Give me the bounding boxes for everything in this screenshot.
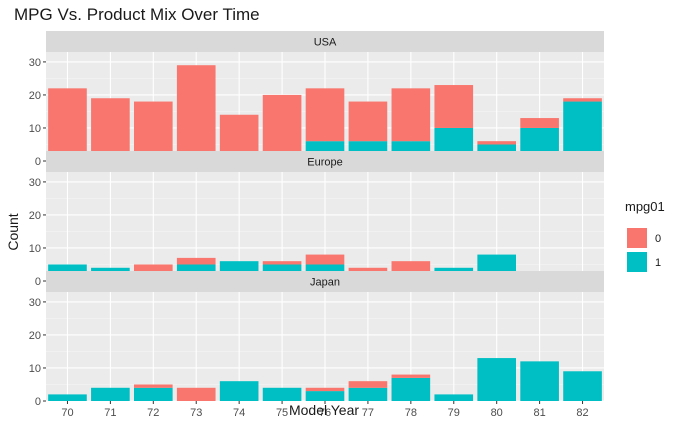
y-tick-label: 0 [35,276,41,288]
y-tick-label: 20 [29,90,41,102]
bar-usa-70-mpg01-0 [48,88,87,161]
bar-usa-75-mpg01-0 [262,94,302,155]
bar-japan-70-mpg01-1 [48,394,87,401]
bar-japan-80-mpg01-1 [477,358,517,401]
bar-usa-81-mpg01-0 [520,118,559,128]
y-tick-label: 30 [29,177,41,189]
y-tick-label: 0 [35,396,41,408]
bar-japan-77-mpg01-0 [348,381,388,388]
bar-japan-71-mpg01-1 [91,387,130,401]
x-tick-label: 70 [61,407,73,419]
x-tick-label: 79 [448,407,460,419]
y-tick-label: 10 [29,363,41,375]
bar-usa-71-mpg01-0 [91,98,130,152]
facet-usa: USA 0 10 20 30 [29,31,604,168]
x-tick-label: 72 [147,407,159,419]
y-tick-label: 0 [35,156,41,168]
facet-strip-label: Europe [307,157,342,169]
bar-europe-77-mpg01-0 [348,267,388,272]
bar-japan-81-mpg01-1 [520,361,559,401]
bar-usa-79-mpg01-0 [434,85,474,128]
y-tick-label: 20 [29,330,41,342]
bar-usa-73-mpg01-0 [176,65,216,158]
facet-panels: USA 0 10 20 30 Europe 0 10 20 30 Japan 0 10 20 30 [29,31,604,408]
facet-strip-label: Japan [310,277,340,289]
legend-label-0: 0 [655,233,661,245]
bar-japan-73-mpg01-0 [176,387,216,401]
x-tick-label: 73 [190,407,202,419]
facet-strip [46,151,604,172]
bar-europe-72-mpg01-0 [133,264,173,275]
bar-europe-73-mpg01-0 [176,257,216,265]
bar-usa-74-mpg01-0 [219,114,259,152]
x-axis-title: Model Year [289,402,359,418]
bar-japan-75-mpg01-1 [262,387,302,401]
legend-label-1: 1 [655,257,661,269]
y-axis-title: Count [5,213,21,250]
bar-japan-72-mpg01-1 [133,387,173,401]
facet-strip-label: USA [314,37,337,49]
x-tick-label: 77 [362,407,374,419]
bar-europe-76-mpg01-0 [305,254,345,265]
facet-strip [46,31,604,52]
y-tick-label: 20 [29,210,41,222]
x-tick-label: 80 [491,407,503,419]
legend-key-0 [627,228,647,248]
bar-usa-77-mpg01-0 [348,101,388,142]
bar-usa-80-mpg01-0 [477,141,517,145]
x-tick-label: 76 [319,407,331,419]
bar-japan-74-mpg01-1 [219,381,259,401]
bar-usa-76-mpg01-0 [305,88,345,142]
x-tick-label: 82 [576,407,588,419]
bar-japan-77-mpg01-1 [348,387,388,401]
bar-japan-78-mpg01-0 [391,374,431,378]
bar-japan-79-mpg01-1 [434,394,474,401]
bar-europe-75-mpg01-0 [262,261,302,265]
chart-title: MPG Vs. Product Mix Over Time [14,5,260,24]
x-tick-label: 71 [104,407,116,419]
bar-japan-76-mpg01-1 [305,391,345,401]
bar-japan-82-mpg01-1 [563,371,602,401]
legend: mpg01 0 1 [625,199,665,272]
facet-strip [46,271,604,292]
facet-europe: Europe 0 10 20 30 [29,151,604,288]
x-axis: 70 71 72 73 74 75 76 77 78 79 80 81 82 [61,401,589,419]
bar-usa-82-mpg01-0 [563,98,602,102]
legend-title: mpg01 [625,199,665,214]
bar-japan-78-mpg01-1 [391,377,431,401]
y-tick-label: 30 [29,57,41,69]
x-tick-label: 75 [276,407,288,419]
x-tick-label: 78 [405,407,417,419]
legend-key-1 [627,252,647,272]
bar-japan-72-mpg01-0 [133,384,173,388]
bar-usa-78-mpg01-0 [391,88,431,142]
bar-japan-76-mpg01-0 [305,387,345,392]
bar-usa-72-mpg01-0 [133,101,173,155]
y-tick-label: 30 [29,297,41,309]
y-tick-label: 10 [29,243,41,255]
x-tick-label: 74 [233,407,245,419]
y-tick-label: 10 [29,123,41,135]
x-tick-label: 81 [533,407,545,419]
facet-japan: Japan 0 10 20 30 [29,271,604,408]
